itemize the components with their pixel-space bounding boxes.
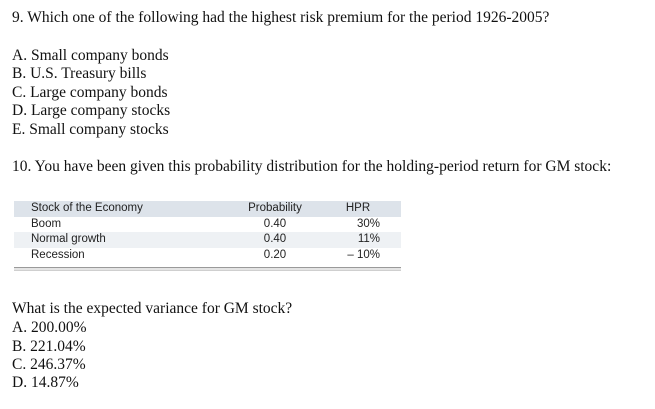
q9-option-a: A. Small company bonds xyxy=(12,47,169,64)
q9-option-e: E. Small company stocks xyxy=(12,121,169,138)
q10-option-a: A. 200.00% xyxy=(12,319,87,336)
header-probability: Probability xyxy=(248,202,302,214)
table-bottom-rule xyxy=(14,267,401,271)
row-state: Boom xyxy=(31,217,62,230)
row-probability: 0.20 xyxy=(263,248,287,261)
header-hpr: HPR xyxy=(345,202,371,214)
q10-option-b: B. 221.04% xyxy=(12,338,86,355)
q9-option-b: B. U.S. Treasury bills xyxy=(12,65,147,82)
q10-option-d: D. 14.87% xyxy=(12,374,79,391)
row-state: Recession xyxy=(31,248,85,261)
q9-option-d: D. Large company stocks xyxy=(12,102,171,119)
row-probability: 0.40 xyxy=(263,217,287,230)
table-row: Recession 0.20 – 10% xyxy=(14,248,401,264)
row-probability: 0.40 xyxy=(263,233,287,245)
header-economy: Stock of the Economy xyxy=(31,202,143,214)
probability-distribution-table: Stock of the Economy Probability HPR Boo… xyxy=(14,201,401,263)
q10-option-c: C. 246.37% xyxy=(12,356,86,373)
table-row: Normal growth 0.40 11% xyxy=(14,232,401,248)
question-9-prompt: 9. Which one of the following had the hi… xyxy=(12,9,550,26)
row-hpr: 11% xyxy=(357,233,380,245)
row-hpr: – 10% xyxy=(347,248,380,261)
row-hpr: 30% xyxy=(356,217,380,230)
question-10-prompt: 10. You have been given this probability… xyxy=(12,158,612,175)
table-row: Boom 0.40 30% xyxy=(14,217,401,233)
q9-option-c: C. Large company bonds xyxy=(12,84,168,101)
question-10-followup: What is the expected variance for GM sto… xyxy=(12,300,293,317)
row-state: Normal growth xyxy=(31,233,106,245)
table-header-row: Stock of the Economy Probability HPR xyxy=(14,201,401,217)
